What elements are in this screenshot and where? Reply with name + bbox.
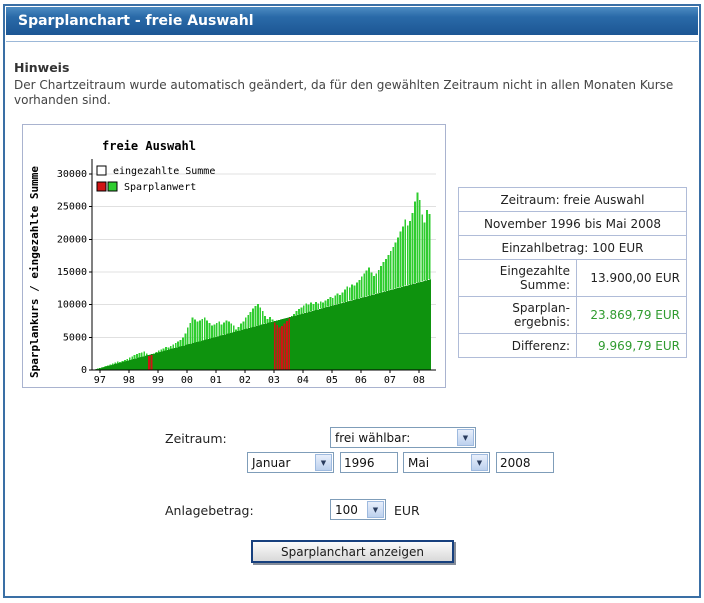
svg-text:0: 0 <box>81 365 87 376</box>
table-row: Zeitraum: freie Auswahl <box>458 187 687 212</box>
svg-text:Sparplankurs / eingezahlte Sum: Sparplankurs / eingezahlte Summe <box>28 166 41 378</box>
anlagebetrag-select-value: 100 <box>335 502 358 517</box>
svg-text:20000: 20000 <box>57 234 87 245</box>
to-year-input[interactable] <box>496 452 554 473</box>
summary-einzahlbetrag: Einzahlbetrag: 100 EUR <box>458 235 687 260</box>
anlagebetrag-label: Anlagebetrag: <box>165 503 254 518</box>
svg-text:15000: 15000 <box>57 267 87 278</box>
table-row: Eingezahlte Summe: 13.900,00 EUR <box>458 259 687 297</box>
chevron-down-icon[interactable]: ▼ <box>367 501 384 518</box>
svg-text:25000: 25000 <box>57 202 87 213</box>
sparplan-chart: 0 5000 10000 15000 20000 25000 30000 97 98 99 00 01… <box>22 124 446 388</box>
from-year-input[interactable] <box>340 452 398 473</box>
summary-value-eingezahlte-summe: 13.900,00 EUR <box>576 259 687 297</box>
window-header: Sparplanchart - freie Auswahl <box>6 7 698 35</box>
svg-text:07: 07 <box>384 375 396 386</box>
zeitraum-select[interactable]: frei wählbar: ▼ <box>330 427 476 448</box>
zeitraum-label: Zeitraum: <box>165 431 227 446</box>
svg-text:Sparplanwert: Sparplanwert <box>124 182 196 193</box>
to-month-select[interactable]: Mai ▼ <box>403 452 490 473</box>
table-row: Differenz: 9.969,79 EUR <box>458 333 687 358</box>
chevron-down-icon[interactable]: ▼ <box>471 454 488 471</box>
svg-text:5000: 5000 <box>63 332 87 343</box>
summary-label-differenz: Differenz: <box>458 333 577 358</box>
notice-block: Hinweis Der Chartzeitraum wurde automati… <box>14 60 690 108</box>
currency-label: EUR <box>394 503 420 518</box>
svg-text:10000: 10000 <box>57 300 87 311</box>
summary-label-sparplanergebnis: Sparplan- ergebnis: <box>458 296 577 334</box>
svg-text:30000: 30000 <box>57 169 87 180</box>
page-title: Sparplanchart - freie Auswahl <box>18 13 254 29</box>
chevron-down-icon[interactable]: ▼ <box>315 454 332 471</box>
summary-table: Zeitraum: freie Auswahl November 1996 bi… <box>458 187 687 358</box>
svg-text:05: 05 <box>326 375 338 386</box>
svg-text:eingezahlte Summe: eingezahlte Summe <box>113 166 215 177</box>
svg-text:06: 06 <box>355 375 367 386</box>
to-month-select-value: Mai <box>408 455 430 470</box>
svg-text:08: 08 <box>413 375 425 386</box>
table-row: Sparplan- ergebnis: 23.869,79 EUR <box>458 296 687 334</box>
svg-text:00: 00 <box>181 375 193 386</box>
svg-text:04: 04 <box>297 375 309 386</box>
summary-label-eingezahlte-summe: Eingezahlte Summe: <box>458 259 577 297</box>
from-month-select-value: Januar <box>252 455 291 470</box>
table-row: November 1996 bis Mai 2008 <box>458 211 687 236</box>
svg-text:01: 01 <box>210 375 222 386</box>
svg-text:02: 02 <box>239 375 251 386</box>
notice-text: Der Chartzeitraum wurde automatisch geän… <box>14 78 674 107</box>
header-divider <box>6 41 698 42</box>
svg-text:97: 97 <box>94 375 106 386</box>
from-month-select[interactable]: Januar ▼ <box>247 452 334 473</box>
summary-zeitraum: Zeitraum: freie Auswahl <box>458 187 687 212</box>
notice-heading: Hinweis <box>14 60 70 75</box>
chevron-down-icon[interactable]: ▼ <box>457 429 474 446</box>
svg-text:98: 98 <box>123 375 135 386</box>
summary-date-range: November 1996 bis Mai 2008 <box>458 211 687 236</box>
summary-value-sparplanergebnis: 23.869,79 EUR <box>576 296 687 334</box>
sparplanchart-anzeigen-button[interactable]: Sparplanchart anzeigen <box>251 540 454 563</box>
table-row: Einzahlbetrag: 100 EUR <box>458 235 687 260</box>
zeitraum-select-value: frei wählbar: <box>335 430 411 445</box>
chart-canvas: 0 5000 10000 15000 20000 25000 30000 97 98 99 00 01… <box>28 139 436 386</box>
svg-text:03: 03 <box>268 375 280 386</box>
anlagebetrag-select[interactable]: 100 ▼ <box>330 499 386 520</box>
svg-text:99: 99 <box>152 375 164 386</box>
summary-value-differenz: 9.969,79 EUR <box>576 333 687 358</box>
svg-text:freie Auswahl: freie Auswahl <box>102 139 196 153</box>
